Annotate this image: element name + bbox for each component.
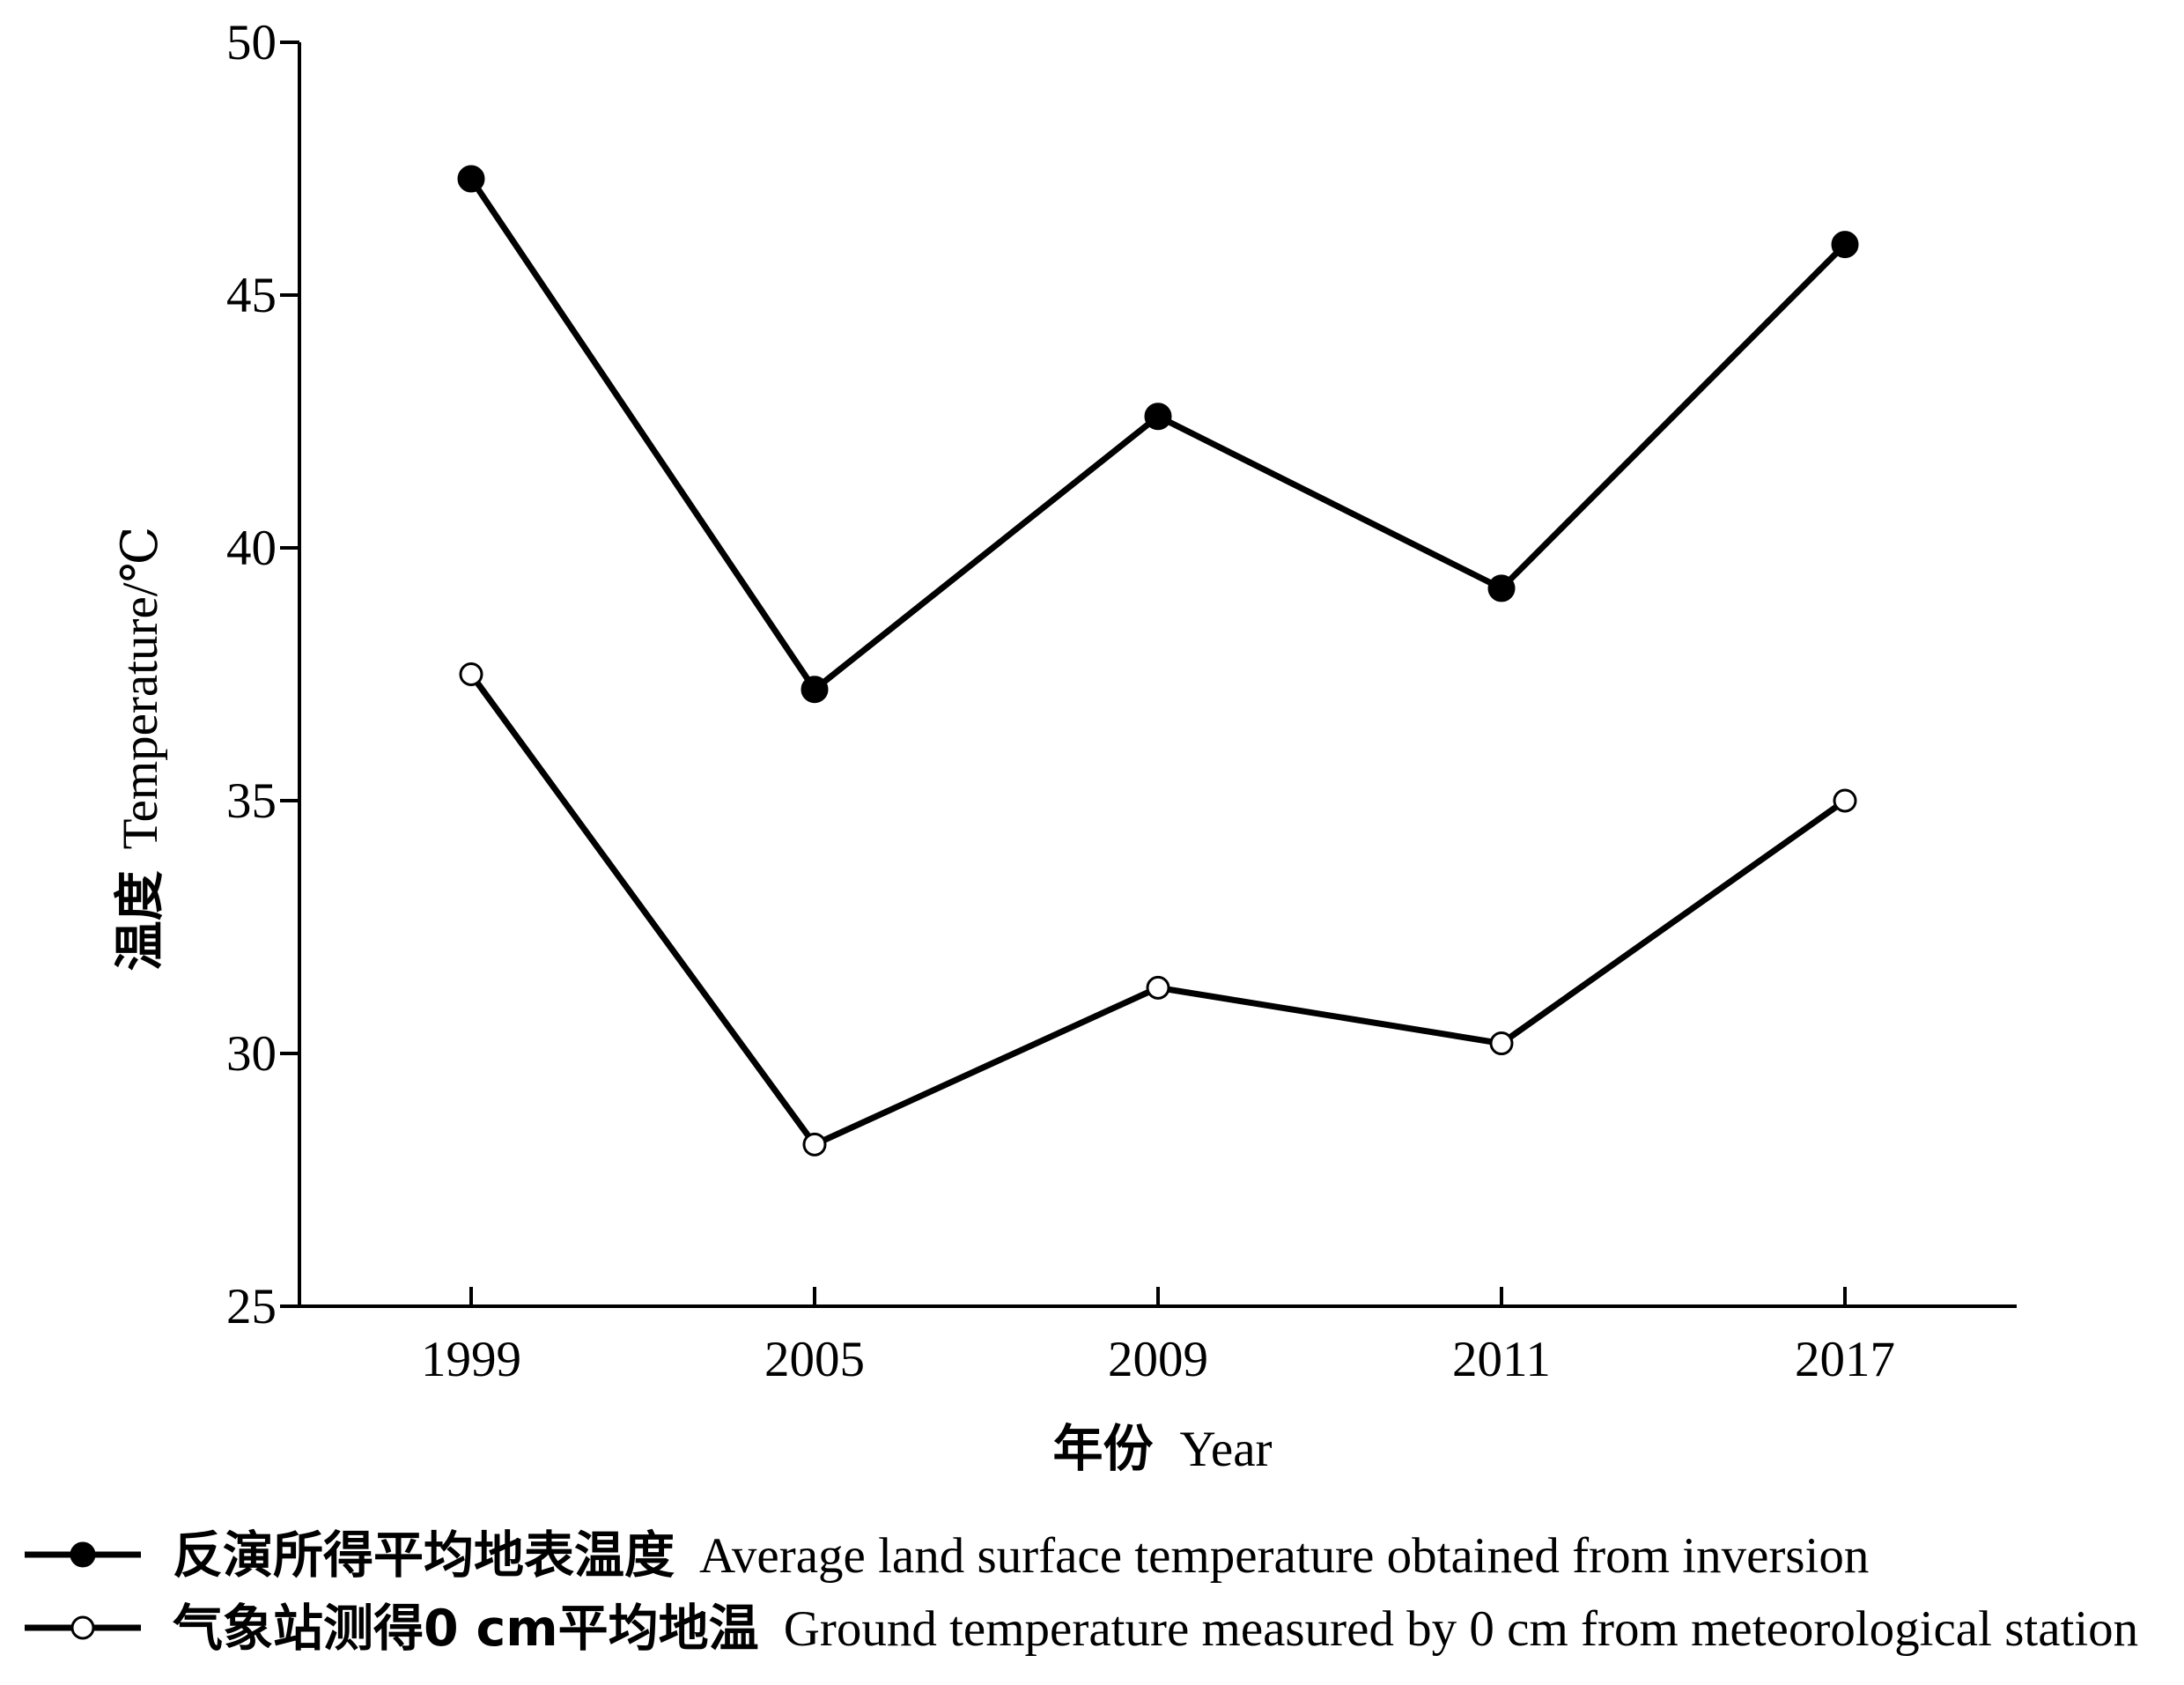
legend-label-zh: 气象站测得0 cm平均地温 <box>173 1600 759 1658</box>
open-circle-icon <box>70 1615 95 1640</box>
x-tick-label: 2011 <box>1452 1332 1551 1387</box>
data-point <box>1146 975 1170 1000</box>
axes: 25 30 35 40 45 50 1999 2005 2009 2011 2017 <box>226 15 2017 1387</box>
y-axis-ticks: 25 30 35 40 45 50 <box>226 15 299 1334</box>
data-point <box>1833 788 1857 813</box>
legend-label-en: Average land surface temperature obtaine… <box>699 1528 1869 1584</box>
legend-item-inversion: 反演所得平均地表温度 Average land surface temperatu… <box>25 1526 1869 1585</box>
data-point <box>1489 1031 1514 1056</box>
series-inversion <box>457 165 1859 704</box>
data-point <box>1487 574 1516 602</box>
y-axis-label-zh: 温度 <box>111 870 169 971</box>
y-tick-label: 35 <box>226 773 277 829</box>
data-point <box>459 662 483 686</box>
y-tick-label: 30 <box>226 1026 277 1082</box>
legend-label-zh: 反演所得平均地表温度 <box>173 1526 675 1585</box>
y-axis-label: 温度 Temperature/℃ <box>111 527 169 972</box>
y-axis-label-en: Temperature/℃ <box>113 527 168 850</box>
x-axis-label-en: Year <box>1179 1422 1272 1477</box>
x-axis-label: 年份 Year <box>1052 1420 1272 1478</box>
legend-item-station: 气象站测得0 cm平均地温 Ground temperature measured… <box>25 1600 2138 1658</box>
data-point <box>801 676 829 704</box>
data-point <box>457 165 485 193</box>
x-axis-label-zh: 年份 <box>1052 1420 1153 1478</box>
series-layer <box>457 165 1859 1157</box>
x-tick-label: 1999 <box>421 1332 521 1387</box>
x-tick-label: 2009 <box>1108 1332 1208 1387</box>
data-point <box>802 1132 827 1157</box>
y-tick-label: 50 <box>226 15 277 70</box>
data-point <box>1831 231 1859 259</box>
y-tick-label: 25 <box>226 1279 277 1334</box>
series-line <box>469 672 1848 1149</box>
series-line <box>469 177 1848 694</box>
x-tick-label: 2017 <box>1795 1332 1895 1387</box>
legend-label-en: Ground temperature measured by 0 cm from… <box>784 1601 2139 1657</box>
x-tick-label: 2005 <box>764 1332 865 1387</box>
y-tick-label: 45 <box>226 268 277 323</box>
x-axis-ticks: 1999 2005 2009 2011 2017 <box>421 1287 1895 1387</box>
data-point <box>1144 403 1172 431</box>
y-tick-label: 40 <box>226 521 277 576</box>
series-station <box>459 662 1857 1157</box>
legend: 反演所得平均地表温度 Average land surface temperatu… <box>25 1526 2138 1658</box>
filled-circle-icon <box>70 1541 96 1568</box>
